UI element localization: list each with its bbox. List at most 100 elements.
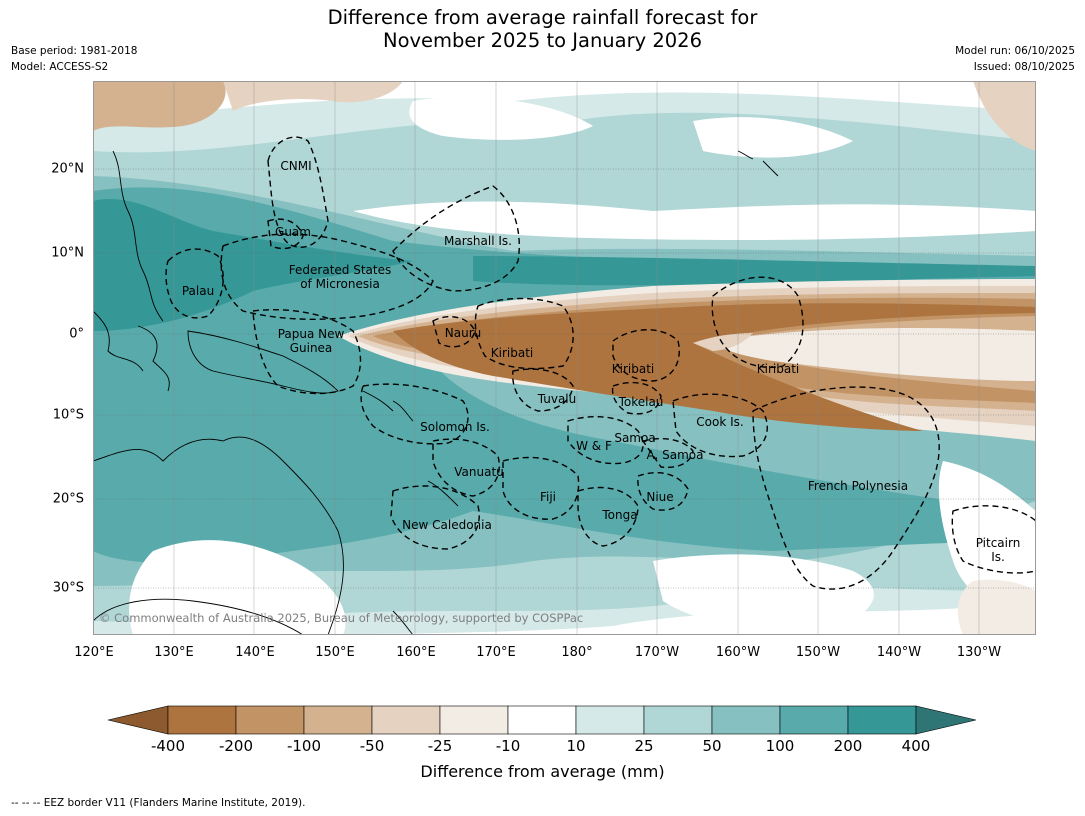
colorbar-cells xyxy=(107,705,977,735)
label-fsm-line1: Federated States xyxy=(288,263,392,277)
eez-cook xyxy=(672,393,768,458)
copyright-notice: © Commonwealth of Australia 2025, Bureau… xyxy=(99,611,584,625)
eez-fiji xyxy=(502,456,580,520)
cb-tick-400: 400 xyxy=(901,737,931,755)
label-kiribati-east: Kiribati xyxy=(756,362,800,376)
eez-vanuatu xyxy=(432,438,500,497)
label-niue: Niue xyxy=(646,490,674,504)
eez-kiribati-phoenix xyxy=(612,329,680,382)
label-fsm: Federated States of Micronesia xyxy=(289,263,391,291)
coast-borneo-sulawesi xyxy=(93,310,170,392)
contour-neutral-southeast xyxy=(938,461,1036,612)
colorbar-cell-p10_25 xyxy=(575,705,645,735)
lon-tick-160e: 160°E xyxy=(396,645,436,660)
contour-p200-400-b xyxy=(473,256,1036,286)
label-kiribati-central: Kiribati xyxy=(611,362,655,376)
label-palau: Palau xyxy=(181,284,215,298)
colorbar-cell-m400_m200 xyxy=(167,705,237,735)
colorbar-cell-m10_10 xyxy=(507,705,577,735)
rainfall-map: CNMI Guam Marshall Is. Federated States … xyxy=(93,81,1036,635)
colorbar-cell-m200_m100 xyxy=(235,705,305,735)
eez-pitcairn xyxy=(951,505,1036,574)
contour-neutral-north xyxy=(353,201,1036,241)
label-tokelau: Tokelau xyxy=(618,395,664,409)
issued-date: Issued: 08/10/2025 xyxy=(973,61,1075,73)
eez-borders xyxy=(165,136,1036,590)
label-marshall: Marshall Is. xyxy=(444,234,512,248)
title-line-1: Difference from average rainfall forecas… xyxy=(327,6,758,29)
title-line-2: November 2025 to January 2026 xyxy=(383,29,702,52)
eez-guam xyxy=(267,218,304,250)
colorbar-cell-p100_200 xyxy=(779,705,849,735)
lon-tick-160w: 160°W xyxy=(715,645,761,660)
cb-tick-200: 200 xyxy=(833,737,863,755)
coast-new-caledonia xyxy=(427,480,459,507)
label-american-samoa: A. Samoa xyxy=(646,448,704,462)
cb-tick-50: 50 xyxy=(702,737,722,755)
eez-kiribati-gilbert xyxy=(474,297,574,370)
chart-title: Difference from average rainfall forecas… xyxy=(0,6,1085,52)
coast-philippines xyxy=(112,150,164,322)
cb-tick-m10: -10 xyxy=(495,737,521,755)
label-nauru: Nauru xyxy=(444,326,482,340)
eez-niue xyxy=(637,472,689,511)
eez-tuvalu xyxy=(512,368,574,412)
lat-tick-30s: 30°S xyxy=(52,580,84,596)
contour-neutral-east xyxy=(713,328,1036,381)
lat-tick-20s: 20°S xyxy=(52,491,84,507)
meta-right: Model run: 06/10/2025 Issued: 08/10/2025 xyxy=(955,43,1075,75)
contour-dry-southeast xyxy=(957,579,1036,635)
lon-tick-130e: 130°E xyxy=(154,645,194,660)
land-coastlines xyxy=(93,150,779,635)
eez-american-samoa xyxy=(641,438,694,469)
label-samoa: Samoa xyxy=(614,431,656,445)
colorbar-cell-m50_m25 xyxy=(371,705,441,735)
eez-fsm xyxy=(220,233,434,320)
label-vanuatu: Vanuatu xyxy=(454,465,504,479)
label-wallis: W & F xyxy=(576,439,612,453)
lon-tick-140e: 140°E xyxy=(235,645,275,660)
contour-neutral-southwest xyxy=(129,540,346,635)
lat-tick-0: 0° xyxy=(69,326,84,342)
lon-tick-150e: 150°E xyxy=(315,645,355,660)
model-run: Model run: 06/10/2025 xyxy=(955,45,1075,57)
contour-neutral-north-cell-b xyxy=(693,117,853,158)
colorbar-cell-m100_m50 xyxy=(303,705,373,735)
lat-tick-20n: 20°N xyxy=(51,161,84,177)
eez-solomon xyxy=(360,383,469,445)
label-cnmi: CNMI xyxy=(280,159,312,173)
lon-tick-180: 180° xyxy=(561,645,593,660)
rainfall-contours xyxy=(93,81,1036,635)
eez-footnote: -- -- -- EEZ border V11 (Flanders Marine… xyxy=(11,797,306,809)
lat-tick-10n: 10°N xyxy=(51,245,84,261)
base-period: Base period: 1981-2018 xyxy=(11,45,138,57)
coast-solomon xyxy=(362,390,414,422)
colorbar xyxy=(107,705,977,735)
label-pitcairn-line2: Is. xyxy=(991,550,1005,564)
cb-tick-m200: -200 xyxy=(218,737,254,755)
colorbar-cell-p50_100 xyxy=(711,705,781,735)
cb-tick-m400: -400 xyxy=(150,737,186,755)
map-frame xyxy=(93,81,1036,635)
label-png-line2: Guinea xyxy=(289,341,333,355)
contour-neutral-south xyxy=(653,554,874,632)
contour-m200-400 xyxy=(393,303,1036,431)
lon-tick-130w: 130°W xyxy=(956,645,1002,660)
model-name: Model: ACCESS-S2 xyxy=(11,61,109,73)
eez-new-caledonia xyxy=(390,485,480,550)
meridians xyxy=(173,81,980,635)
label-pitcairn: Pitcairn Is. xyxy=(976,536,1021,564)
lon-tick-170w: 170°W xyxy=(634,645,680,660)
lon-tick-120e: 120°E xyxy=(74,645,114,660)
coast-hawaii xyxy=(737,150,779,177)
label-kiribati-west: Kiribati xyxy=(490,346,534,360)
eez-nauru xyxy=(432,315,476,348)
label-french-polynesia: French Polynesia xyxy=(807,479,909,493)
colorbar-cell-m25_m10 xyxy=(439,705,509,735)
contour-dry-northwest-b xyxy=(223,81,403,111)
eez-tokelau xyxy=(611,381,662,415)
contour-dry-northwest xyxy=(93,81,226,131)
map-canvas xyxy=(93,81,1036,635)
colorbar-cell-p25_50 xyxy=(643,705,713,735)
lon-tick-150w: 150°W xyxy=(795,645,841,660)
